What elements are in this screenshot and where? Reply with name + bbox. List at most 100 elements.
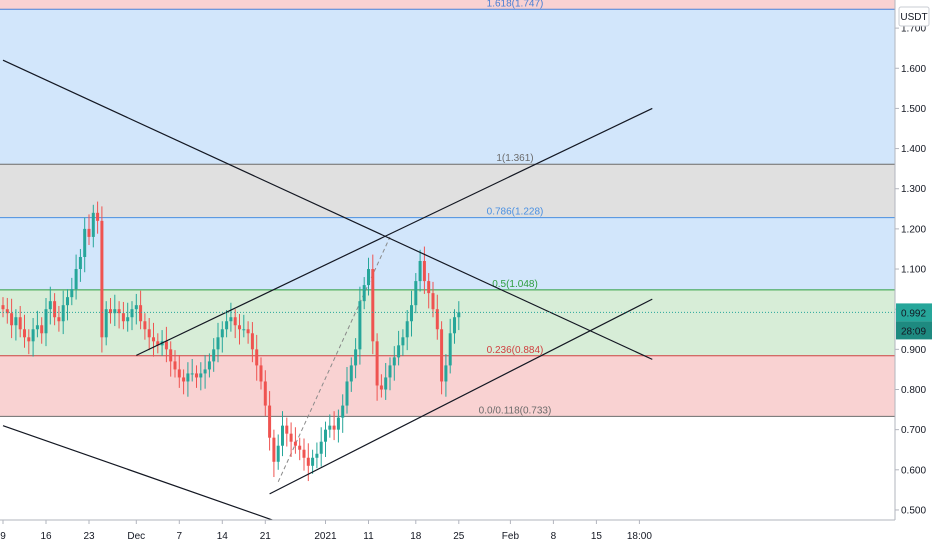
y-tick-label: 1.400: [901, 144, 926, 155]
candle-body: [96, 212, 100, 221]
candle-body: [246, 329, 250, 334]
fib-level-label: 1(1.361): [496, 153, 533, 164]
x-tick-label: 8: [551, 531, 557, 542]
candle-body: [61, 305, 65, 322]
candle-body: [104, 309, 108, 338]
candle-body: [285, 425, 289, 434]
candle-body: [410, 305, 413, 322]
candle-body: [255, 349, 259, 366]
fib-zone: [0, 0, 895, 10]
y-tick-label: 0.900: [901, 345, 926, 356]
candle-body: [1, 305, 5, 310]
trendline: [269, 298, 653, 495]
candle-body: [354, 349, 358, 366]
candle-body: [199, 373, 203, 378]
fib-zone: [0, 9, 895, 165]
fib-level-label: 0.5(1.048): [492, 279, 538, 290]
time-axis[interactable]: [0, 520, 932, 550]
candle-body: [379, 385, 383, 390]
candle-body: [177, 369, 181, 378]
candle-body: [229, 317, 233, 322]
fib-zone: [0, 355, 895, 417]
candle-body: [173, 361, 177, 370]
candle-body: [225, 321, 229, 330]
candle-body: [182, 377, 186, 382]
candle-body: [87, 228, 91, 237]
candle-body: [302, 449, 306, 458]
fib-level-label: 0.236(0.884): [487, 345, 544, 356]
candle-body: [74, 269, 78, 290]
candle-body: [121, 313, 125, 322]
current-price-label: 0.992: [901, 308, 926, 319]
candle-body: [263, 381, 267, 406]
candle-body: [35, 325, 39, 330]
y-tick-label: 1.100: [901, 265, 926, 276]
x-tick-label: 18: [410, 531, 422, 542]
candle-body: [349, 365, 353, 382]
candle-body: [453, 317, 456, 334]
price-axis[interactable]: [895, 0, 932, 550]
candle-body: [311, 457, 315, 466]
y-tick-label: 1.600: [901, 64, 926, 75]
x-tick-label: 7: [177, 531, 183, 542]
candle-body: [319, 441, 323, 454]
candle-body: [70, 289, 74, 298]
candle-body: [332, 425, 336, 430]
candle-body: [384, 377, 388, 390]
candle-body: [31, 329, 35, 342]
candle-body: [53, 301, 57, 318]
candle-body: [113, 309, 117, 314]
candle-body: [435, 309, 439, 330]
candle-body: [27, 337, 31, 342]
candle-body: [147, 329, 151, 338]
x-tick-label: 21: [260, 531, 272, 542]
candle-body: [91, 212, 95, 237]
candle-body: [341, 405, 345, 418]
candle-body: [212, 349, 216, 362]
candle-body: [431, 293, 435, 310]
candle-body: [392, 357, 396, 366]
y-tick-label: 0.600: [901, 465, 926, 476]
x-tick-label: 11: [363, 531, 374, 542]
candle-body: [23, 329, 26, 338]
x-tick-label: 14: [217, 531, 229, 542]
candle-body: [78, 256, 82, 270]
candle-body: [130, 309, 134, 318]
candle-body: [10, 313, 14, 326]
candle-body: [238, 325, 241, 330]
candle-body: [345, 381, 349, 406]
fib-zone: [0, 217, 895, 290]
candle-body: [57, 317, 61, 322]
candle-body: [324, 429, 327, 442]
candle-body: [14, 317, 18, 326]
candle-body: [44, 309, 48, 334]
candle-body: [152, 337, 155, 342]
candle-body: [126, 317, 130, 322]
candle-body: [156, 341, 160, 346]
candle-body: [143, 321, 147, 330]
candle-body: [440, 329, 444, 382]
candle-body: [169, 349, 173, 362]
trendline: [136, 107, 653, 356]
candle-body: [401, 337, 405, 346]
x-tick-label: 16: [40, 531, 52, 542]
candle-body: [250, 333, 254, 350]
candle-body: [259, 365, 263, 382]
candle-body: [195, 373, 198, 378]
candle-body: [289, 433, 293, 442]
candle-body: [448, 333, 452, 366]
x-tick-label: 18:00: [627, 531, 652, 542]
candle-body: [18, 317, 22, 330]
fib-level-label: 0.0/0.118(0.733): [479, 405, 552, 416]
candle-body: [66, 297, 69, 306]
candle-body: [117, 309, 121, 314]
candle-body: [109, 309, 112, 314]
candle-body: [306, 457, 310, 466]
candle-body: [190, 373, 194, 375]
currency-badge[interactable]: [898, 6, 930, 27]
x-tick-label: 2021: [314, 531, 337, 542]
current-price-badge: [896, 303, 932, 322]
y-tick-label: 0.800: [901, 385, 926, 396]
candle-body: [164, 341, 168, 350]
